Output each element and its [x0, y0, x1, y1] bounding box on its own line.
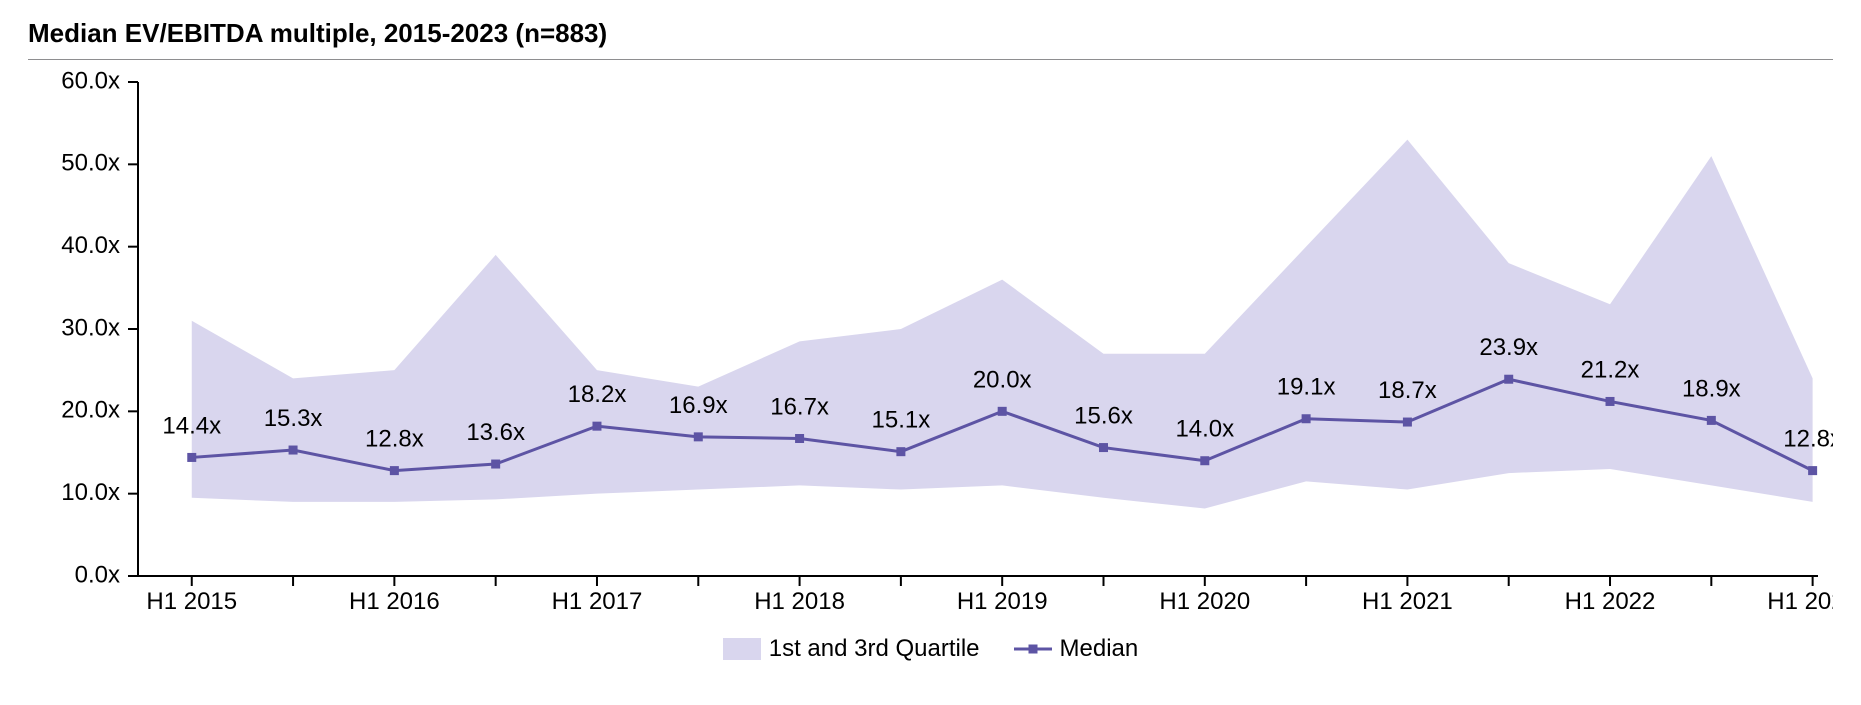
data-label: 15.1x [872, 407, 931, 434]
legend-swatch-area [723, 638, 761, 660]
median-marker [1403, 418, 1412, 427]
data-label: 23.9x [1479, 334, 1538, 361]
median-marker [1302, 414, 1311, 423]
data-label: 21.2x [1581, 356, 1640, 383]
y-tick-label: 60.0x [61, 67, 120, 94]
median-marker [998, 407, 1007, 416]
data-label: 18.9x [1682, 375, 1741, 402]
y-tick-label: 50.0x [61, 150, 120, 177]
y-tick-label: 10.0x [61, 479, 120, 506]
median-marker [1707, 416, 1716, 425]
legend: 1st and 3rd Quartile Median [28, 635, 1833, 663]
data-label: 15.6x [1074, 403, 1133, 430]
median-marker [491, 460, 500, 469]
median-marker [1606, 397, 1615, 406]
legend-label-band: 1st and 3rd Quartile [769, 635, 980, 663]
x-tick-label: H1 2015 [146, 588, 237, 615]
y-tick-label: 30.0x [61, 314, 120, 341]
data-label: 14.4x [162, 412, 221, 439]
median-marker [1504, 375, 1513, 384]
legend-swatch-line [1014, 638, 1052, 660]
legend-item-band: 1st and 3rd Quartile [723, 635, 980, 663]
legend-item-median: Median [1014, 635, 1139, 663]
chart-plot-wrap: 14.4x 15.3x 12.8x 13.6x 18.2x 16.9x 16.7x 15.1x… [28, 66, 1833, 631]
median-marker [592, 422, 601, 431]
median-marker [390, 466, 399, 475]
y-tick-label: 20.0x [61, 397, 120, 424]
x-tick-label: H1 2017 [552, 588, 643, 615]
data-label: 18.7x [1378, 377, 1437, 404]
legend-label-median: Median [1060, 635, 1139, 663]
x-tick-label: H1 2023 [1767, 588, 1833, 615]
data-label: 20.0x [973, 366, 1032, 393]
y-tick-label: 40.0x [61, 232, 120, 259]
chart-svg: 14.4x 15.3x 12.8x 13.6x 18.2x 16.9x 16.7x 15.1x… [28, 66, 1833, 631]
x-tick-label: H1 2020 [1159, 588, 1250, 615]
x-tick-label: H1 2021 [1362, 588, 1453, 615]
x-tick-label: H1 2018 [754, 588, 845, 615]
data-label: 19.1x [1277, 374, 1336, 401]
data-label: 16.7x [770, 394, 829, 421]
median-marker [1200, 456, 1209, 465]
data-label: 14.0x [1175, 416, 1234, 443]
x-tick-label: H1 2019 [957, 588, 1048, 615]
data-label: 13.6x [466, 419, 525, 446]
median-marker [187, 453, 196, 462]
data-label: 12.8x [365, 426, 424, 453]
chart-container: Median EV/EBITDA multiple, 2015-2023 (n=… [0, 0, 1861, 705]
median-marker [694, 432, 703, 441]
y-tick-label: 0.0x [75, 561, 120, 588]
chart-title: Median EV/EBITDA multiple, 2015-2023 (n=… [28, 18, 1833, 60]
data-label: 15.3x [264, 405, 323, 432]
x-tick-label: H1 2016 [349, 588, 440, 615]
data-label: 12.8x [1783, 426, 1833, 453]
x-tick-label: H1 2022 [1565, 588, 1656, 615]
median-marker [795, 434, 804, 443]
median-marker [289, 446, 298, 455]
band-area [192, 140, 1813, 509]
data-label: 16.9x [669, 392, 728, 419]
data-label: 18.2x [568, 381, 627, 408]
median-marker [1808, 466, 1817, 475]
median-marker [896, 447, 905, 456]
median-marker [1099, 443, 1108, 452]
